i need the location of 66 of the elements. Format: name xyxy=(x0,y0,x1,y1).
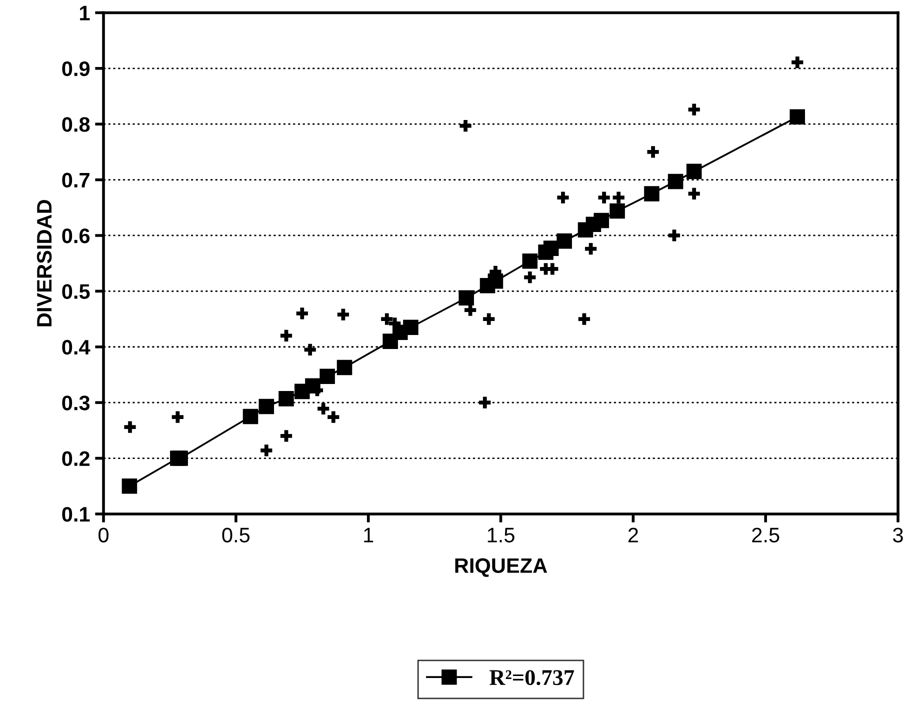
point xyxy=(460,120,472,132)
point xyxy=(790,109,806,124)
point xyxy=(543,240,559,256)
point xyxy=(318,402,330,415)
y-tick-label: 0.1 xyxy=(62,506,90,522)
point xyxy=(337,308,349,320)
point xyxy=(403,320,418,336)
point xyxy=(584,243,597,255)
point xyxy=(524,271,536,284)
point xyxy=(304,344,316,356)
x-tick-label: 0 xyxy=(98,528,108,542)
y-tick-label: 0.8 xyxy=(62,117,90,132)
point xyxy=(122,478,138,494)
point xyxy=(124,421,136,433)
y-tick-label: 1 xyxy=(80,6,90,20)
x-tick-label: 1 xyxy=(364,528,374,542)
point xyxy=(668,230,680,242)
x-tick-label: 3 xyxy=(893,528,903,542)
point xyxy=(488,274,504,289)
point xyxy=(688,104,700,116)
point xyxy=(172,411,184,423)
point xyxy=(483,313,495,325)
point xyxy=(792,56,804,68)
point xyxy=(668,174,684,190)
point xyxy=(328,411,340,423)
point xyxy=(305,378,320,394)
x-tick-label: 2 xyxy=(628,528,638,542)
point xyxy=(458,290,474,306)
point xyxy=(280,430,292,442)
point xyxy=(647,146,659,158)
point xyxy=(644,186,660,202)
point xyxy=(242,408,258,424)
point xyxy=(260,444,272,456)
y-tick-label: 0.7 xyxy=(62,172,90,188)
x-tick-label: 1.5 xyxy=(488,528,514,542)
point xyxy=(610,203,625,219)
legend-label: R²=0.737 xyxy=(490,670,574,686)
point xyxy=(522,253,538,269)
point xyxy=(296,308,308,320)
point xyxy=(546,263,558,275)
y-tick-label: 0.3 xyxy=(62,396,90,410)
y-axis-title: DIVERSIDAD xyxy=(36,200,52,326)
point xyxy=(598,192,610,204)
point xyxy=(258,398,274,414)
point xyxy=(557,192,569,204)
point xyxy=(278,391,294,406)
y-tick-label: 0.2 xyxy=(62,451,90,466)
point xyxy=(578,313,590,325)
point xyxy=(464,304,476,316)
point xyxy=(556,233,572,249)
point xyxy=(280,330,292,342)
y-tick-label: 0.5 xyxy=(62,284,90,299)
point xyxy=(594,212,610,228)
y-tick-label: 0.9 xyxy=(62,61,90,76)
x-tick-label: 2.5 xyxy=(752,528,780,542)
point xyxy=(688,188,700,200)
y-tick-label: 0.6 xyxy=(62,228,90,244)
x-tick-label: 0.5 xyxy=(222,528,250,542)
point xyxy=(479,396,491,408)
point xyxy=(336,360,352,376)
point xyxy=(320,368,335,384)
point xyxy=(381,313,393,325)
y-tick-label: 0.4 xyxy=(62,340,90,355)
point xyxy=(612,192,624,204)
x-axis-title: RIQUEZA xyxy=(455,558,548,577)
point xyxy=(686,164,702,180)
